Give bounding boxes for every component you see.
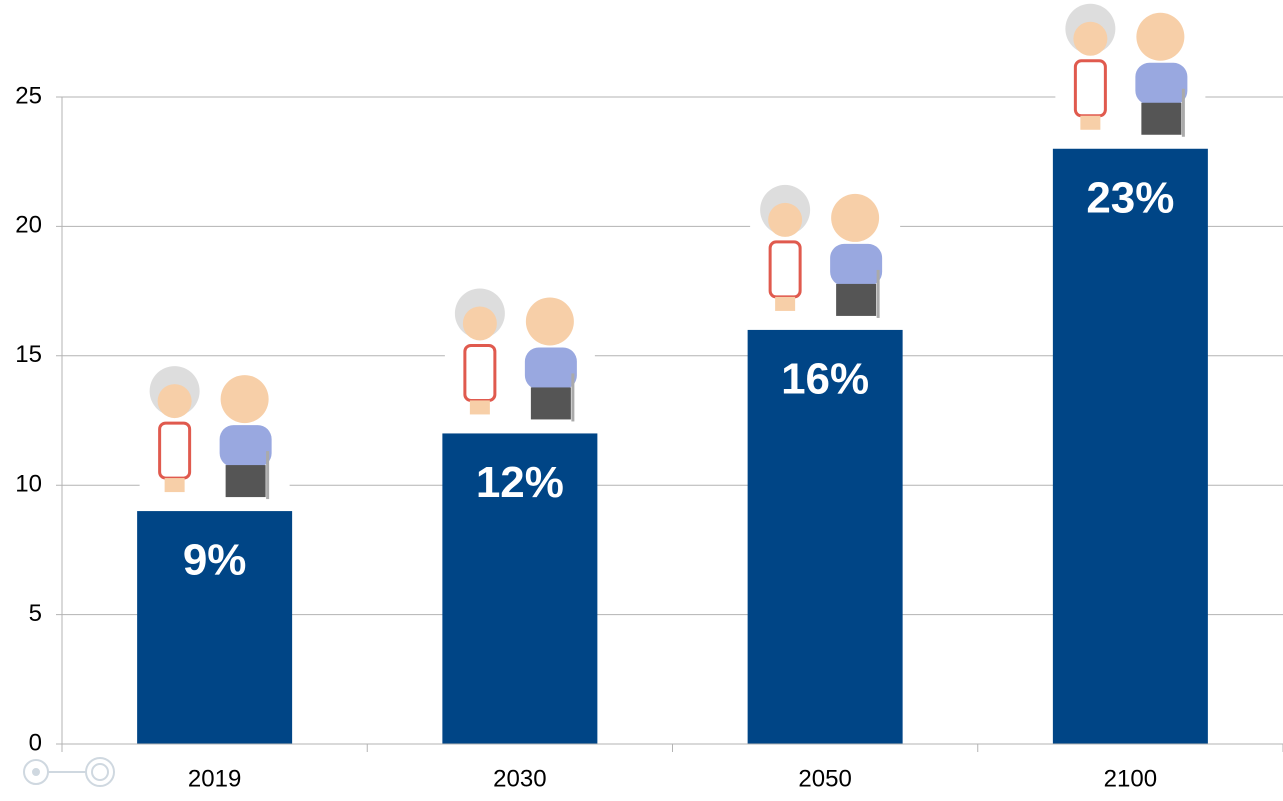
head bbox=[1136, 13, 1184, 61]
bar bbox=[1053, 149, 1208, 744]
shirt bbox=[220, 425, 272, 467]
chart: 0 5 10 15 20 25 2019 9% 2030 12% 2050 16% 2100 23% bbox=[0, 0, 1283, 796]
elderly-couple-icon bbox=[140, 361, 290, 506]
head bbox=[526, 297, 574, 345]
dress bbox=[770, 242, 800, 297]
pants bbox=[226, 465, 266, 497]
value-label: 23% bbox=[1086, 173, 1174, 222]
dress bbox=[1075, 61, 1105, 116]
value-label: 9% bbox=[183, 536, 247, 585]
face bbox=[463, 306, 497, 340]
x-tick-label: 2030 bbox=[493, 765, 546, 792]
x-tick-label: 2050 bbox=[798, 765, 851, 792]
shirt bbox=[525, 347, 577, 389]
pants bbox=[836, 284, 876, 316]
x-tick-label: 2100 bbox=[1104, 765, 1157, 792]
legs bbox=[165, 478, 185, 492]
legs bbox=[1080, 116, 1100, 130]
legs bbox=[470, 400, 490, 414]
elderly-couple-icon bbox=[1055, 0, 1205, 144]
shirt bbox=[1135, 63, 1187, 105]
value-label: 16% bbox=[781, 355, 869, 404]
pants bbox=[1141, 103, 1181, 135]
y-tick-label: 5 bbox=[29, 600, 42, 627]
x-tick-label: 2019 bbox=[188, 765, 241, 792]
elderly-couple-icon bbox=[750, 180, 900, 325]
pants bbox=[531, 387, 571, 419]
face bbox=[1073, 22, 1107, 56]
face bbox=[768, 203, 802, 237]
head bbox=[831, 194, 879, 242]
elderly-couple-icon bbox=[445, 283, 595, 428]
y-tick-label: 0 bbox=[29, 729, 42, 756]
decor-icon bbox=[24, 758, 114, 786]
legs bbox=[775, 297, 795, 311]
value-label: 12% bbox=[476, 458, 564, 507]
y-tick-label: 15 bbox=[15, 341, 42, 368]
dress bbox=[465, 345, 495, 400]
shirt bbox=[830, 244, 882, 286]
y-tick-label: 10 bbox=[15, 471, 42, 498]
dress bbox=[160, 423, 190, 478]
y-tick-label: 25 bbox=[15, 82, 42, 109]
head bbox=[221, 375, 269, 423]
y-tick-label: 20 bbox=[15, 212, 42, 239]
face bbox=[158, 384, 192, 418]
